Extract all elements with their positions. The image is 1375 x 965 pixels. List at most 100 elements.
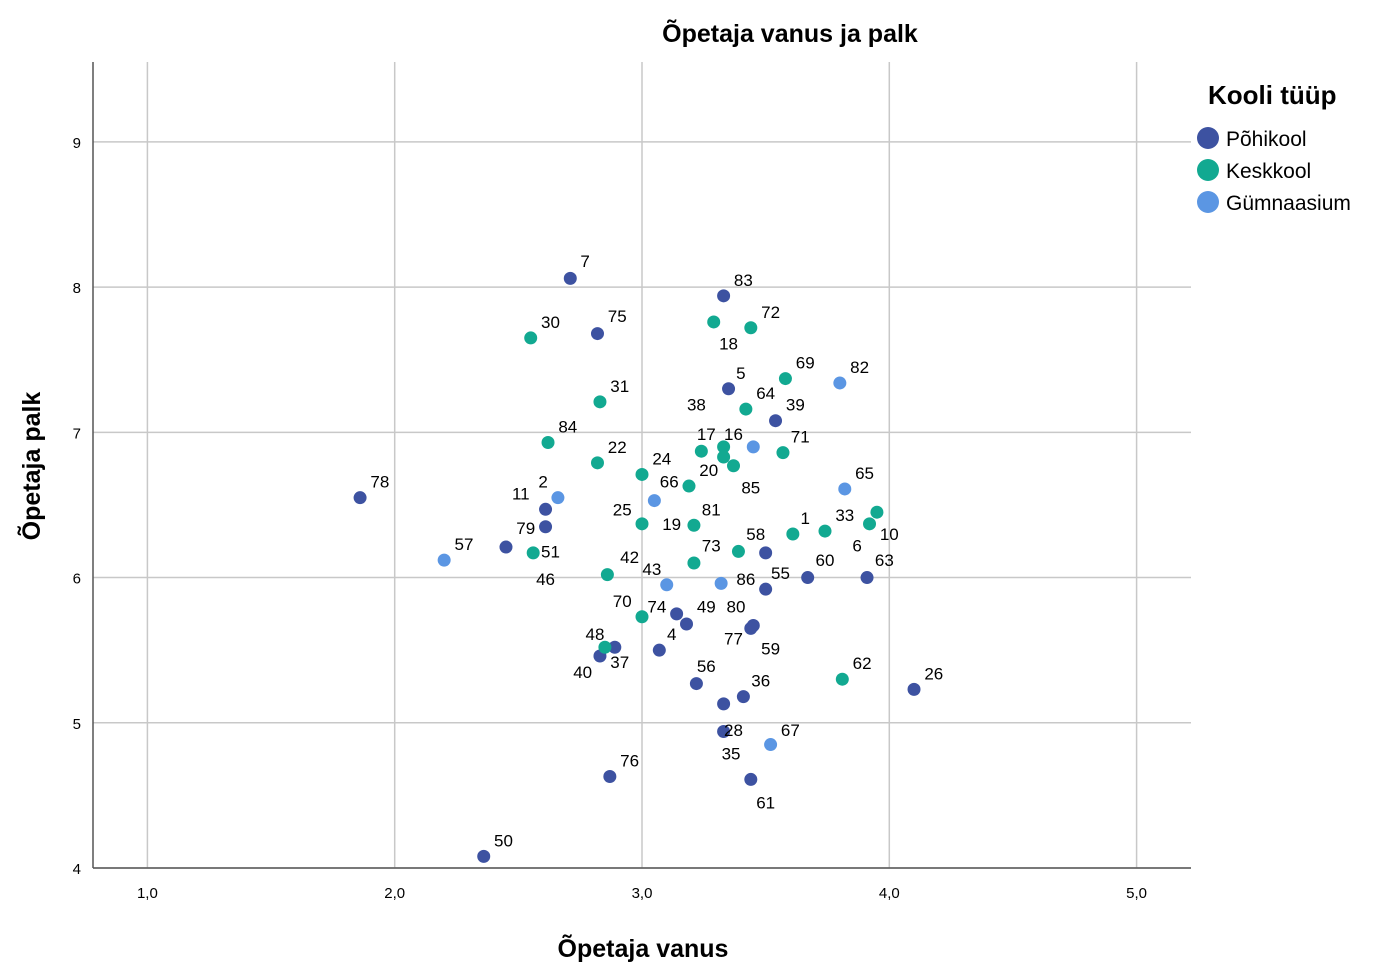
data-point	[590, 327, 604, 341]
point-label: 63	[875, 551, 894, 570]
point-label: 16	[724, 425, 743, 444]
point-label: 80	[727, 598, 746, 617]
y-tick-label: 9	[73, 135, 81, 152]
data-point	[437, 553, 451, 567]
data-point	[647, 494, 661, 508]
point-label: 37	[610, 653, 629, 672]
legend-entry: Gümnaasium	[1226, 192, 1351, 215]
point-label: 38	[687, 396, 706, 415]
point-label: 18	[719, 335, 738, 354]
point-label: 58	[746, 525, 765, 544]
point-label: 33	[835, 506, 854, 525]
data-point	[717, 724, 731, 738]
legend-entry: Keskkool	[1226, 160, 1311, 183]
point-label: 85	[741, 479, 760, 498]
data-point	[590, 456, 604, 470]
data-point	[539, 520, 553, 534]
point-label: 40	[573, 663, 592, 682]
x-tick-label: 3,0	[632, 885, 653, 902]
point-label: 86	[736, 570, 755, 589]
point-label: 55	[771, 564, 790, 583]
point-label: 36	[751, 672, 770, 691]
data-point	[739, 402, 753, 416]
data-points	[353, 271, 921, 863]
point-label: 22	[608, 438, 627, 457]
point-label: 61	[756, 794, 775, 813]
point-label: 5	[736, 364, 745, 383]
point-label: 76	[620, 752, 639, 771]
point-label: 49	[697, 598, 716, 617]
data-point	[731, 544, 745, 558]
data-point	[539, 502, 553, 516]
point-label: 65	[855, 464, 874, 483]
point-label: 10	[880, 525, 899, 544]
data-point	[870, 505, 884, 519]
point-label: 24	[652, 449, 671, 468]
data-point	[682, 479, 696, 493]
point-label: 7	[580, 252, 589, 271]
data-point	[833, 376, 847, 390]
data-point	[477, 849, 491, 863]
x-tick-label: 5,0	[1126, 885, 1147, 902]
point-label: 66	[660, 473, 679, 492]
legend-entry: Põhikool	[1226, 128, 1307, 151]
data-point	[652, 643, 666, 657]
point-label: 35	[722, 744, 741, 763]
data-point	[499, 540, 513, 554]
point-label: 77	[724, 630, 743, 649]
point-label: 30	[541, 313, 560, 332]
data-point	[680, 617, 694, 631]
point-label: 50	[494, 831, 513, 850]
point-label: 74	[647, 598, 666, 617]
legend-title: Kooli tüüp	[1208, 80, 1337, 110]
legend-swatch	[1197, 191, 1219, 213]
y-tick-label: 5	[73, 716, 81, 733]
data-point	[608, 640, 622, 654]
point-label: 75	[608, 307, 627, 326]
data-point	[778, 372, 792, 386]
data-point	[694, 444, 708, 458]
data-point	[759, 546, 773, 560]
point-label: 17	[697, 425, 716, 444]
data-point	[722, 382, 736, 396]
data-point	[563, 271, 577, 285]
data-point	[717, 697, 731, 711]
point-label: 57	[454, 535, 473, 554]
data-point	[744, 621, 758, 635]
data-point	[744, 321, 758, 335]
point-label: 59	[761, 640, 780, 659]
point-label: 70	[613, 592, 632, 611]
point-label: 20	[699, 461, 718, 480]
data-point	[635, 467, 649, 481]
data-point	[727, 459, 740, 473]
chart-title: Õpetaja vanus ja palk	[662, 18, 918, 48]
data-point	[603, 770, 617, 784]
axes	[92, 62, 1191, 869]
point-label: 72	[761, 303, 780, 322]
data-point	[714, 576, 728, 590]
y-tick-label: 8	[73, 280, 81, 297]
point-label: 2	[538, 473, 547, 492]
grid-lines	[93, 62, 1191, 869]
data-point	[744, 772, 758, 786]
data-point	[717, 440, 731, 454]
data-point	[660, 578, 674, 592]
data-point	[746, 440, 760, 454]
data-point	[600, 568, 614, 582]
point-label: 48	[586, 625, 605, 644]
data-point	[907, 682, 921, 696]
point-label: 64	[756, 384, 775, 403]
data-point	[635, 517, 649, 531]
point-label: 43	[642, 560, 661, 579]
data-point	[551, 491, 565, 505]
data-point	[524, 331, 538, 345]
legend: Kooli tüüp Põhikool Keskkool Gümnaasium	[1197, 80, 1351, 215]
point-label: 69	[796, 354, 815, 373]
point-label: 19	[662, 515, 681, 534]
data-point	[687, 556, 701, 570]
point-label: 46	[536, 570, 555, 589]
point-label: 28	[724, 721, 743, 740]
